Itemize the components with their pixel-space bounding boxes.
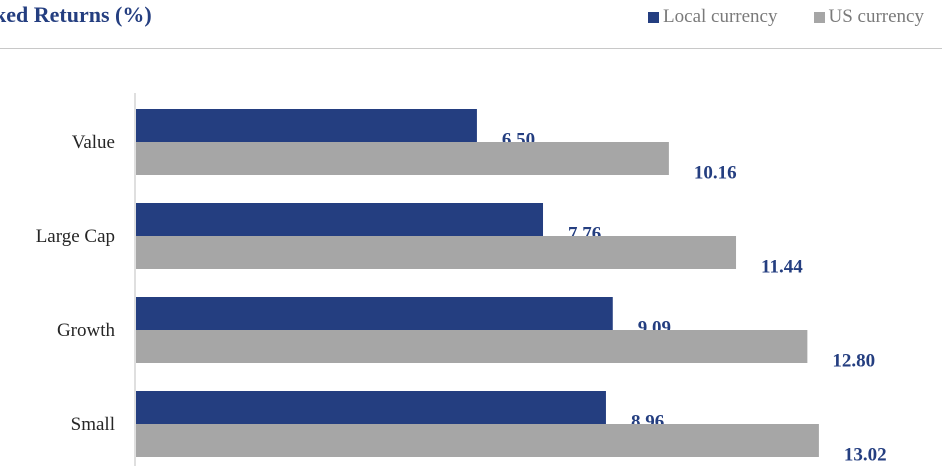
legend-label-us: US currency xyxy=(828,6,925,27)
data-label-us-large-cap: 11.44 xyxy=(761,257,803,278)
category-label-value: Value xyxy=(72,132,115,153)
bar-local-growth xyxy=(136,297,613,330)
bar-us-value xyxy=(136,142,669,175)
bar-us-growth xyxy=(136,330,808,363)
legend-swatch-us xyxy=(813,11,825,23)
legend-label-local: Local currency xyxy=(663,6,778,27)
legend: Local currency US currency xyxy=(648,6,924,28)
bar-local-small xyxy=(136,391,606,424)
header-divider xyxy=(0,48,942,49)
data-label-us-growth: 12.80 xyxy=(832,351,875,372)
bar-local-large-cap xyxy=(136,203,544,236)
data-label-us-value: 10.16 xyxy=(694,163,737,184)
legend-item-local: Local currency xyxy=(648,6,778,28)
bar-us-large-cap xyxy=(136,236,737,269)
bar-local-value xyxy=(136,109,477,142)
bar-us-small xyxy=(136,424,819,457)
category-label-growth: Growth xyxy=(57,320,116,341)
data-label-us-small: 13.02 xyxy=(844,445,887,466)
category-label-large-cap: Large Cap xyxy=(36,226,115,247)
category-label-small: Small xyxy=(71,414,115,435)
legend-item-us: US currency xyxy=(813,6,925,28)
chart-title: ked Returns (%) xyxy=(0,2,152,27)
legend-swatch-local xyxy=(648,11,660,23)
